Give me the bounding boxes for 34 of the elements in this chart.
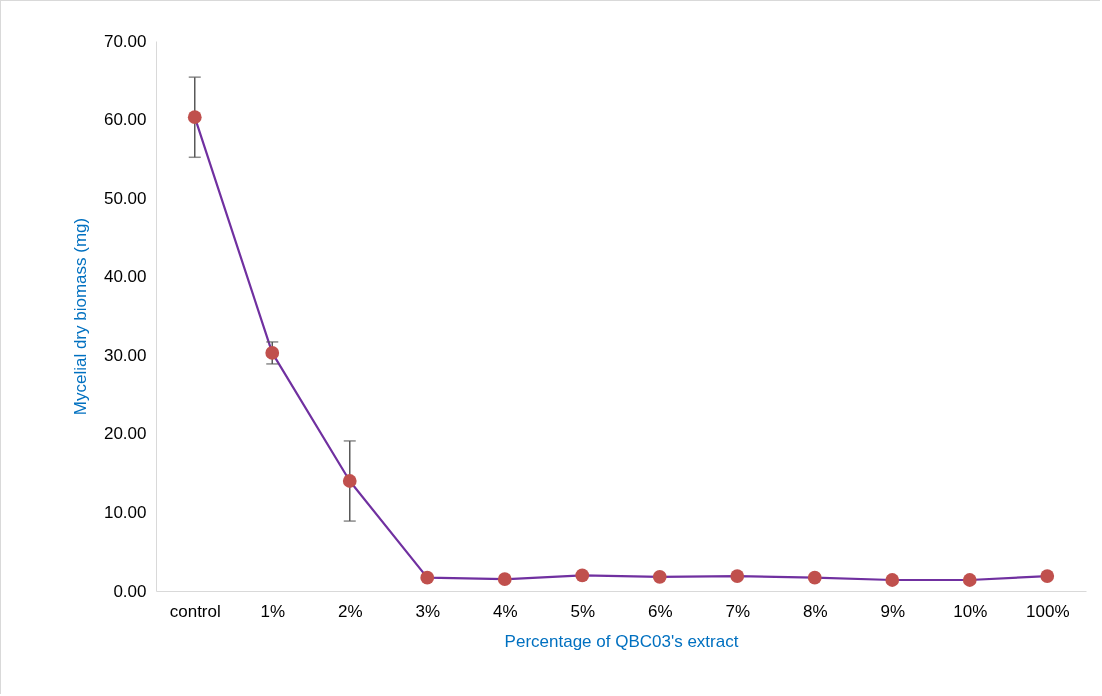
point — [342, 474, 357, 488]
point — [962, 573, 977, 587]
x-tick-label: 100% — [1026, 601, 1070, 621]
x-tick-label: 10% — [953, 601, 988, 621]
y-tick-label: 10.00 — [103, 502, 147, 522]
point — [885, 573, 900, 587]
y-tick-label: 40.00 — [103, 267, 147, 287]
point — [497, 572, 512, 587]
point — [652, 569, 667, 584]
x-axis-title: Percentage of QBC03's extract — [504, 631, 739, 651]
y-tick-label: 0.00 — [113, 581, 147, 601]
x-tick-label: 8% — [802, 601, 828, 621]
point — [730, 569, 745, 583]
x-tick-label: 4% — [492, 601, 518, 621]
point — [807, 570, 822, 585]
x-tick-label: 1% — [260, 601, 286, 621]
y-tick-label: 30.00 — [103, 345, 147, 365]
x-tick-label: 3% — [415, 601, 441, 621]
point — [575, 568, 590, 583]
y-tick-label: 50.00 — [103, 188, 147, 208]
x-tick-label: 7% — [725, 601, 751, 621]
y-tick-label: 60.00 — [103, 110, 147, 130]
x-tick-label: 2% — [337, 601, 363, 621]
x-tick-label: 5% — [570, 601, 596, 621]
x-tick-label: control — [169, 601, 221, 621]
point — [420, 570, 435, 585]
point — [187, 110, 202, 125]
point — [265, 346, 280, 360]
y-tick-label: 20.00 — [103, 424, 147, 444]
y-axis-title: Mycelial dry biomass (mg) — [70, 217, 90, 416]
y-tick-label: 70.00 — [103, 31, 147, 51]
x-tick-label: 6% — [647, 601, 673, 621]
point — [1040, 569, 1055, 583]
x-tick-label: 9% — [880, 601, 906, 621]
